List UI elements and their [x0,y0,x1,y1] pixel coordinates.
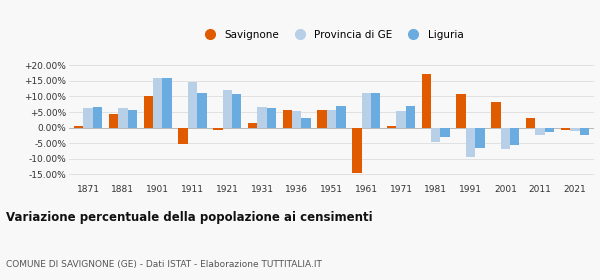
Bar [197,93,206,128]
Bar [109,114,118,128]
Bar [93,107,102,128]
Bar [118,108,128,128]
Bar [153,78,163,128]
Bar [510,128,520,145]
Bar [422,74,431,128]
Bar [188,81,197,128]
Bar [327,110,336,128]
Bar [431,128,440,142]
Bar [283,110,292,128]
Bar [128,109,137,128]
Bar [580,128,589,135]
Bar [561,128,570,130]
Bar [178,128,188,144]
Bar [440,128,450,137]
Bar [317,110,327,128]
Text: Variazione percentuale della popolazione ai censimenti: Variazione percentuale della popolazione… [6,211,373,224]
Bar [526,118,535,128]
Bar [387,126,397,128]
Bar [232,94,241,128]
Bar [397,111,406,128]
Bar [292,111,301,128]
Text: COMUNE DI SAVIGNONE (GE) - Dati ISTAT - Elaborazione TUTTITALIA.IT: COMUNE DI SAVIGNONE (GE) - Dati ISTAT - … [6,260,322,269]
Bar [406,106,415,128]
Bar [371,93,380,128]
Bar [74,126,83,128]
Bar [475,128,485,148]
Bar [266,108,276,128]
Bar [301,118,311,128]
Bar [352,128,362,173]
Bar [143,95,153,128]
Bar [491,102,500,128]
Bar [163,78,172,128]
Bar [362,93,371,128]
Bar [83,108,93,128]
Legend: Savignone, Provincia di GE, Liguria: Savignone, Provincia di GE, Liguria [195,26,468,44]
Bar [570,128,580,131]
Bar [545,128,554,132]
Bar [223,90,232,128]
Bar [336,106,346,128]
Bar [457,94,466,128]
Bar [535,128,545,135]
Bar [466,128,475,157]
Bar [213,128,223,130]
Bar [500,128,510,149]
Bar [257,107,266,128]
Bar [248,123,257,128]
